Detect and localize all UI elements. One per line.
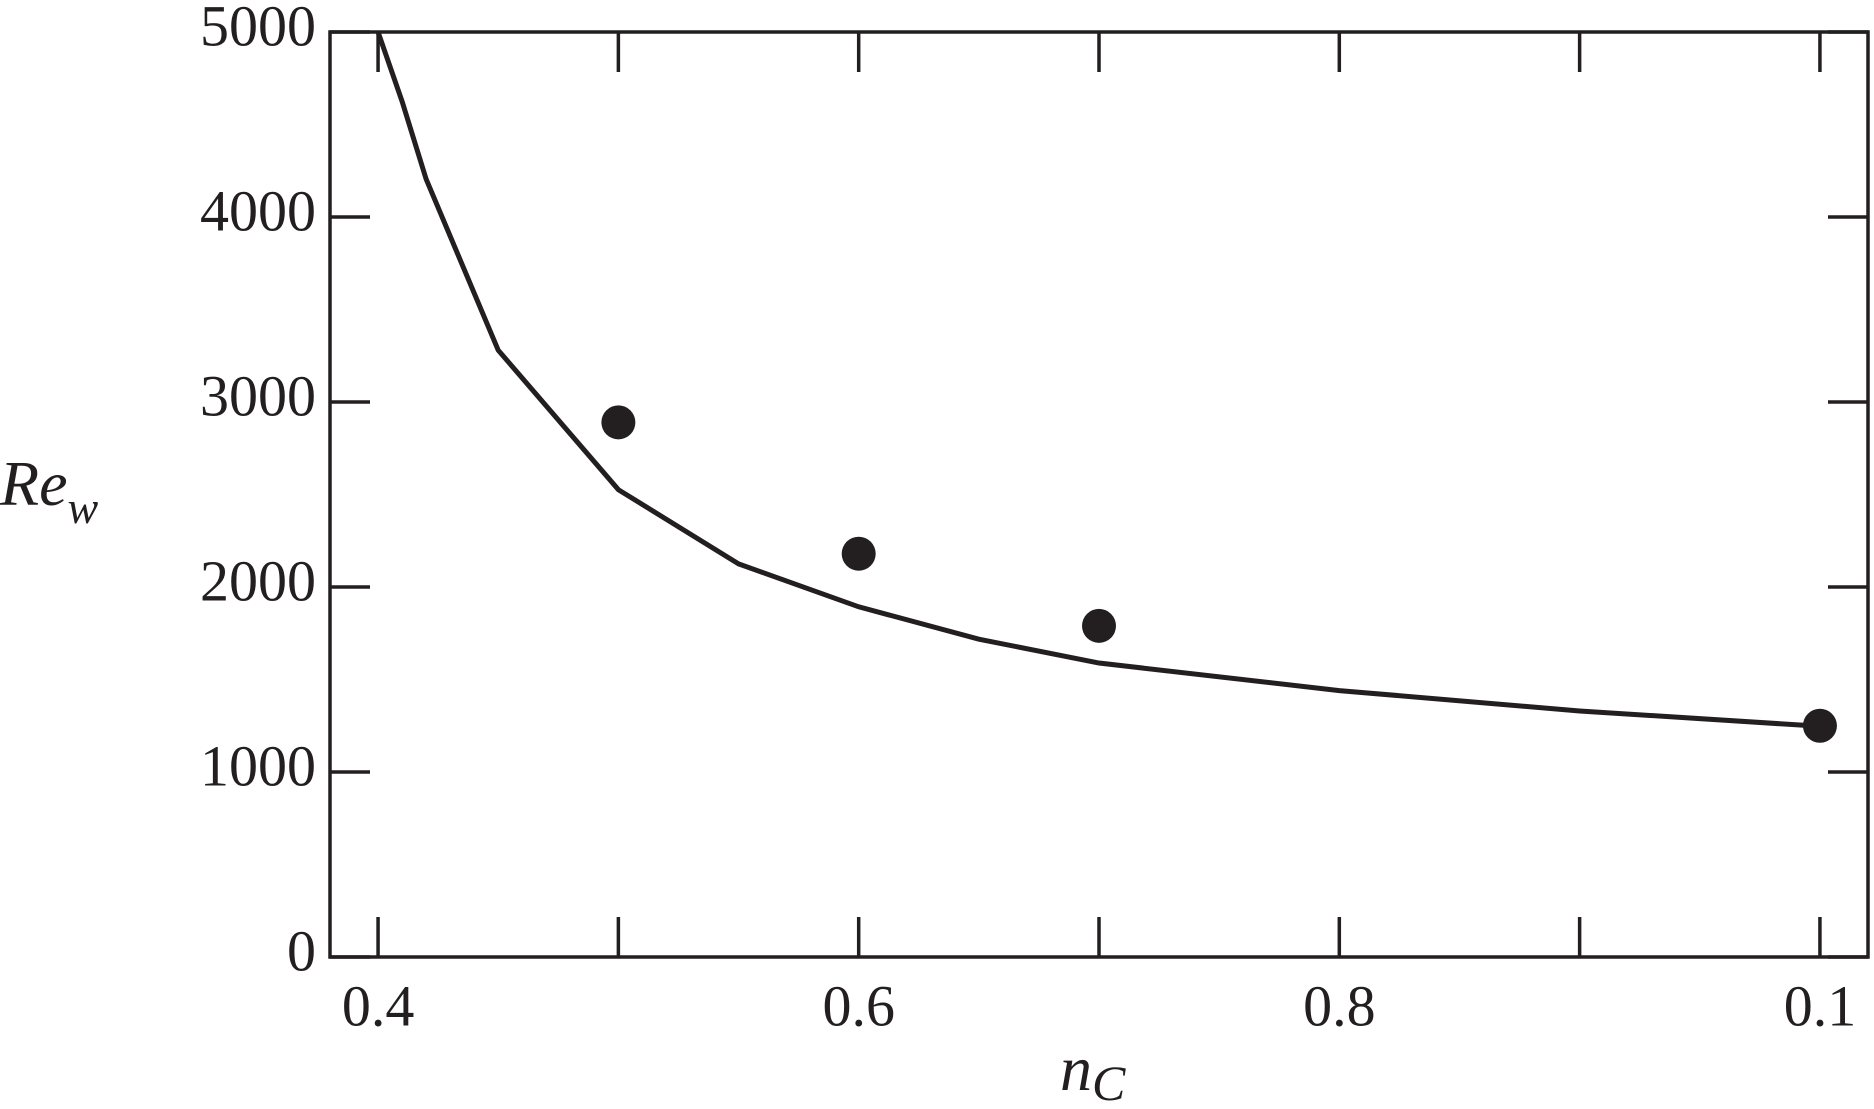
y-label-base: Re: [0, 448, 68, 519]
y-axis-label: Rew: [0, 448, 99, 533]
x-label-base: n: [1060, 1033, 1092, 1104]
y-tick-label: 5000: [200, 0, 316, 58]
data-point: [1082, 608, 1116, 643]
x-tick-label: 0.1: [1784, 973, 1857, 1038]
x-tick-label: 0.4: [342, 973, 415, 1038]
x-tick-label: 0.8: [1303, 973, 1376, 1038]
x-tick-label: 0.6: [822, 973, 895, 1038]
data-point: [1802, 708, 1837, 743]
plot-frame: [328, 30, 1870, 959]
x-axis-label: nC: [1060, 1033, 1126, 1109]
data-point: [841, 536, 876, 571]
x-label-subscript: C: [1092, 1055, 1126, 1109]
y-tick-label: 3000: [200, 363, 316, 428]
y-label-subscript: w: [68, 482, 99, 533]
data-point: [601, 405, 636, 440]
y-tick-label: 2000: [200, 548, 316, 613]
fit-curve: [375, 31, 1821, 729]
y-tick-label: 0: [287, 918, 316, 983]
y-tick-label: 4000: [200, 178, 316, 243]
y-tick-label: 1000: [200, 733, 316, 798]
